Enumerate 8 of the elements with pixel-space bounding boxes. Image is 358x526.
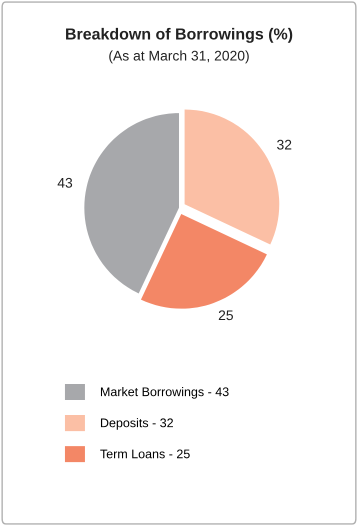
data-label: 25 [218,310,233,320]
legend-label: Term Loans - 25 [100,449,190,458]
chart-subtitle: (As at March 31, 2020) [109,50,249,64]
chart-title: Breakdown of Borrowings (%) [66,28,292,43]
data-label: 43 [58,178,72,188]
data-label: 32 [277,140,292,150]
legend-label: Deposits - 32 [100,418,173,430]
legend-label: Market Borrowings - 43 [100,387,229,399]
